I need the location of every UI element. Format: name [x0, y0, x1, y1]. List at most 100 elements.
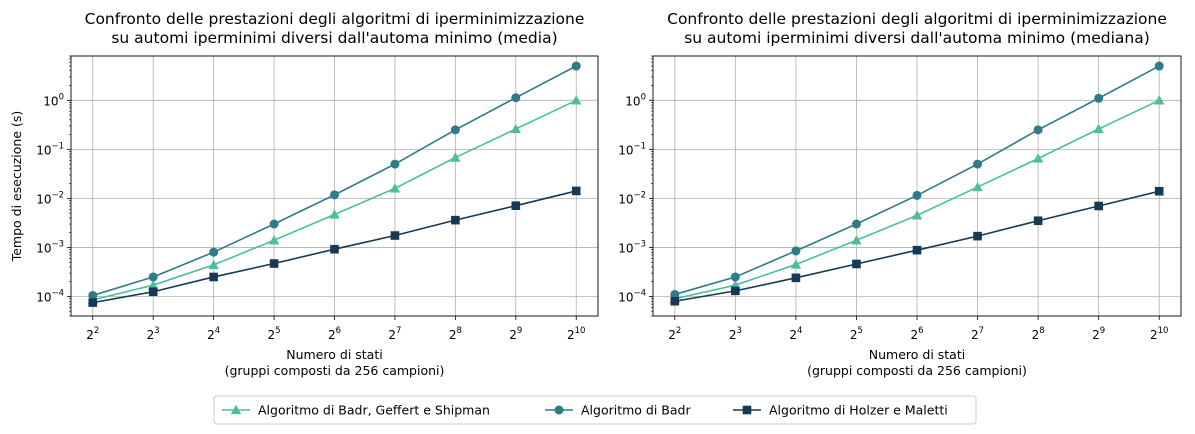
- data-point: [1093, 123, 1104, 134]
- data-point: [852, 259, 861, 269]
- data-point: [450, 125, 460, 135]
- x-axis-label: Numero di stati: [286, 347, 382, 362]
- data-point: [730, 272, 740, 282]
- data-point: [731, 286, 740, 296]
- series-3: [88, 186, 581, 307]
- y-tick-label: 10−1: [36, 141, 64, 157]
- legend-item-2: Algoritmo di Badr: [545, 403, 691, 418]
- y-tick-label: 10−2: [36, 190, 64, 206]
- data-point: [511, 201, 521, 210]
- data-point: [269, 259, 279, 268]
- x-tick-label: 25: [268, 326, 281, 342]
- x-tick-label: 29: [1092, 326, 1105, 342]
- x-tick-label: 25: [850, 326, 863, 342]
- series-2: [88, 61, 581, 300]
- x-tick-label: 27: [388, 326, 401, 342]
- data-point: [209, 272, 218, 282]
- y-tick-label: 100: [43, 92, 64, 108]
- x-tick-label: 27: [971, 326, 984, 342]
- data-point: [510, 123, 522, 134]
- data-point: [1154, 186, 1164, 196]
- x-axis-label: Numero di stati: [869, 347, 965, 362]
- data-point: [1032, 153, 1044, 163]
- data-point: [450, 152, 461, 162]
- data-point: [791, 246, 801, 256]
- y-tick-label: 10−1: [618, 141, 646, 157]
- x-tick-label: 22: [668, 326, 681, 342]
- data-point: [912, 190, 922, 200]
- x-tick-label: 24: [207, 326, 220, 342]
- data-point: [88, 298, 98, 307]
- data-point: [390, 159, 400, 169]
- x-tick-label: 210: [1150, 326, 1168, 342]
- y-axis-label: Tempo di esecuzione (s): [9, 111, 24, 263]
- data-point: [209, 247, 219, 257]
- chart-panel-1: 22 23 24 25 26 27 28 29 210 10−4 10−3 10−2 10−1 100 Co…: [9, 10, 599, 378]
- chart-title: Confronto delle prestazioni degli algori…: [85, 10, 585, 28]
- data-point: [389, 183, 401, 193]
- legend-marker: [554, 405, 564, 415]
- x-tick-label: 28: [1032, 326, 1045, 342]
- x-tick-label: 26: [910, 326, 923, 342]
- data-point: [88, 290, 98, 300]
- data-point: [1154, 95, 1165, 105]
- y-tick-label: 10−2: [618, 190, 646, 206]
- data-point: [571, 61, 581, 71]
- chart-title: su automi iperminimi diversi dall'automa…: [684, 29, 1150, 47]
- chart-title: su automi iperminimi diversi dall'automa…: [111, 29, 557, 47]
- x-tick-label: 23: [147, 326, 160, 342]
- x-tick-label: 28: [449, 326, 462, 342]
- y-tick-label: 10−3: [618, 239, 646, 255]
- y-tick-label: 10−4: [36, 288, 64, 304]
- legend-item-3: Algoritmo di Holzer e Maletti: [733, 403, 948, 418]
- data-point: [571, 95, 582, 105]
- data-point: [269, 219, 279, 229]
- x-tick-label: 29: [509, 326, 522, 342]
- data-point: [511, 93, 521, 103]
- legend-frame: [213, 395, 977, 425]
- legend-label: Algoritmo di Badr, Geffert e Shipman: [258, 403, 490, 418]
- data-point: [670, 296, 680, 306]
- legend-label: Algoritmo di Badr: [581, 403, 691, 418]
- data-point: [268, 235, 280, 245]
- data-point: [1033, 216, 1043, 226]
- data-point: [148, 272, 158, 282]
- chart-title: Confronto delle prestazioni degli algori…: [667, 10, 1167, 28]
- legend-item-1: Algoritmo di Badr, Geffert e Shipman: [222, 403, 490, 418]
- data-point: [1094, 201, 1103, 211]
- legend-label: Algoritmo di Holzer e Maletti: [769, 403, 948, 418]
- data-point: [329, 209, 340, 219]
- data-point: [911, 210, 923, 220]
- legend: Algoritmo di Badr, Geffert e Shipman Algo…: [213, 395, 977, 425]
- x-tick-label: 24: [789, 326, 802, 342]
- data-point: [390, 231, 400, 240]
- data-point: [972, 181, 983, 192]
- x-tick-label: 26: [328, 326, 341, 342]
- series-2: [670, 61, 1164, 299]
- data-point: [912, 245, 922, 255]
- data-point: [147, 279, 159, 290]
- data-point: [791, 273, 801, 283]
- series-3: [670, 186, 1164, 306]
- data-point: [1154, 61, 1164, 71]
- x-tick-label: 22: [86, 326, 99, 342]
- data-point: [851, 219, 861, 229]
- chart-panel-2: 22 23 24 25 26 27 28 29 210 10−4 10−3 10−2 10−1 100 Co…: [618, 10, 1182, 378]
- data-point: [451, 215, 460, 225]
- data-point: [1033, 125, 1043, 135]
- x-tick-label: 23: [729, 326, 742, 342]
- x-tick-label: 210: [567, 326, 585, 342]
- data-point: [148, 287, 158, 297]
- data-point: [330, 190, 339, 200]
- data-point: [670, 289, 680, 299]
- y-tick-label: 10−4: [618, 288, 646, 304]
- data-point: [1094, 93, 1104, 103]
- data-point: [330, 244, 339, 254]
- y-tick-label: 100: [625, 92, 646, 108]
- data-point: [973, 159, 983, 169]
- x-axis-label: (gruppi composti da 256 campioni): [807, 363, 1027, 378]
- data-point: [790, 259, 802, 269]
- data-point: [208, 259, 219, 270]
- data-point: [973, 231, 982, 241]
